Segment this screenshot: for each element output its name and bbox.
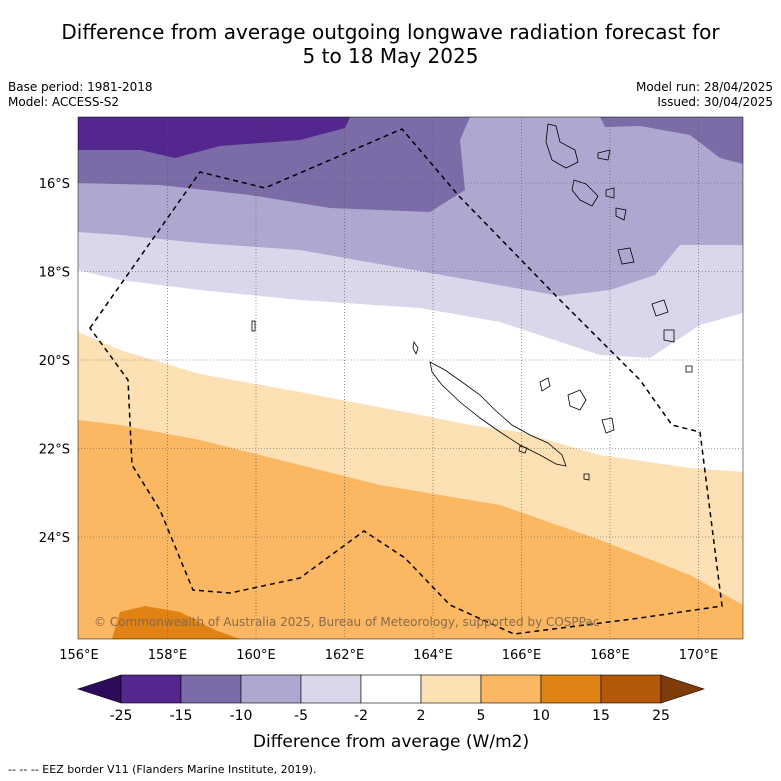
colorbar-label: Difference from average (W/m2) <box>253 732 529 752</box>
lat-label: 18°S <box>39 266 70 281</box>
lon-label: 158°E <box>148 648 188 663</box>
matthew-island <box>685 365 693 373</box>
lat-label: 16°S <box>39 177 70 192</box>
title-line-1: Difference from average outgoing longwav… <box>61 20 720 44</box>
colorbar-segment <box>300 674 362 704</box>
colorbar-tick: -25 <box>110 708 133 724</box>
colorbar-segment <box>120 674 182 704</box>
chesterfield <box>251 320 256 332</box>
malakula <box>571 179 599 207</box>
erromango <box>617 247 635 265</box>
lon-label: 168°E <box>590 648 630 663</box>
colorbar-tick: 2 <box>417 708 426 724</box>
colorbar-tick: -15 <box>170 708 193 724</box>
eez-border <box>89 128 723 635</box>
title-line-2: 5 to 18 May 2025 <box>302 44 479 68</box>
colorbar-segment <box>480 674 542 704</box>
colorbar-extend-low <box>77 674 122 704</box>
gridlines <box>78 117 743 639</box>
colorbar-tick: 10 <box>532 708 550 724</box>
issued-date: Issued: 30/04/2025 <box>657 95 773 109</box>
copyright-text: © Commonwealth of Australia 2025, Bureau… <box>94 615 599 629</box>
eez-note: -- -- -- EEZ border V11 (Flanders Marine… <box>8 763 317 776</box>
map-area: © Commonwealth of Australia 2025, Bureau… <box>78 117 743 639</box>
meta-right: Model run: 28/04/2025 Issued: 30/04/2025 <box>636 80 773 110</box>
colorbar-tick: -5 <box>294 708 308 724</box>
meta-left: Base period: 1981-2018 Model: ACCESS-S2 <box>8 80 153 110</box>
ambae <box>597 149 611 161</box>
colorbar-segment <box>420 674 482 704</box>
colorbar-tick: 15 <box>592 708 610 724</box>
colorbar-segment <box>360 674 422 704</box>
mare <box>601 417 615 434</box>
espiritu-santo <box>545 123 579 169</box>
model-run: Model run: 28/04/2025 <box>635 80 773 94</box>
lifou <box>567 389 587 411</box>
lon-label: 170°E <box>679 648 719 663</box>
base-period: Base period: 1981-2018 <box>8 80 153 94</box>
colorbar-segment <box>600 674 662 704</box>
epi <box>605 187 615 199</box>
band-minus15-25 <box>78 117 350 158</box>
lat-label: 24°S <box>39 531 70 546</box>
tanna <box>651 299 669 317</box>
band-10-15 <box>112 606 240 639</box>
lon-label: 160°E <box>236 648 276 663</box>
lon-label: 156°E <box>59 648 99 663</box>
ouvea <box>539 377 551 392</box>
lon-label: 166°E <box>502 648 542 663</box>
colorbar-tick: -2 <box>354 708 368 724</box>
efate <box>615 207 627 221</box>
aneityum <box>663 329 675 343</box>
map-frame <box>77 116 744 640</box>
lon-label: 164°E <box>413 648 453 663</box>
lat-label: 20°S <box>39 354 70 369</box>
colorbar-segment <box>240 674 302 704</box>
lat-label: 22°S <box>39 443 70 458</box>
longitude-labels: 156°E 158°E 160°E 162°E 164°E 166°E 168°E 170°E <box>59 648 718 663</box>
lon-label: 162°E <box>325 648 365 663</box>
map-title: Difference from average outgoing longwav… <box>0 20 781 68</box>
colorbar-segment <box>180 674 242 704</box>
walpole <box>583 473 590 481</box>
band-minus10-15-east <box>600 117 743 164</box>
model-name: Model: ACCESS-S2 <box>8 95 120 109</box>
colorbar: -25 -15 -10 -5 -2 2 5 10 15 25 <box>77 674 705 724</box>
new-caledonia <box>429 361 567 467</box>
colorbar-extend-high <box>660 674 705 704</box>
isle-of-pines <box>518 445 528 454</box>
colorbar-tick: 25 <box>652 708 670 724</box>
latitude-labels: 16°S 18°S 20°S 22°S 24°S <box>39 177 70 546</box>
colorbar-segment <box>540 674 602 704</box>
colorbar-tick: -10 <box>230 708 253 724</box>
colorbar-tick: 5 <box>477 708 486 724</box>
islet <box>412 340 419 356</box>
